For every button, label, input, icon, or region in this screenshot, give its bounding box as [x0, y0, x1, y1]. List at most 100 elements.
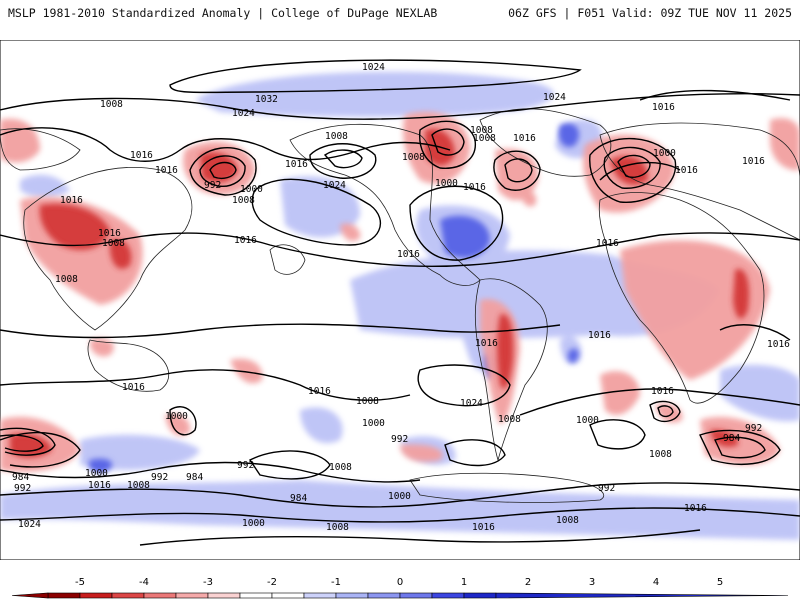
colorbar-swatch [79, 592, 113, 599]
colorbar-swatch [431, 592, 465, 599]
isobar-label: 1016 [588, 330, 611, 341]
isobar-label: 1008 [127, 480, 150, 491]
isobar-label: 1000 [435, 178, 458, 189]
isobar-label: 1016 [651, 386, 674, 397]
isobar-label: 1024 [362, 62, 385, 73]
isobar-label: 1024 [460, 398, 483, 409]
isobar-label: 1016 [122, 382, 145, 393]
colorbar-tick-label: 5 [717, 577, 723, 588]
isobar-label: 992 [745, 423, 762, 434]
isobar-label: 1008 [325, 131, 348, 142]
isobar-label: 984 [186, 472, 203, 483]
colorbar-tick-label: -3 [203, 577, 213, 588]
isobar-label: 1016 [675, 165, 698, 176]
colorbar-tick-label: -5 [75, 577, 85, 588]
colorbar-swatch [399, 592, 433, 599]
colorbar-swatch [239, 592, 273, 599]
colorbar-tick-label: -2 [267, 577, 277, 588]
isobar-label: 1008 [100, 99, 123, 110]
isobar-label: 1016 [308, 386, 331, 397]
isobar-label: 1016 [397, 249, 420, 260]
isobar-label: 1016 [684, 503, 707, 514]
isobar-label: 1008 [498, 414, 521, 425]
isobar-label: 1008 [326, 522, 349, 533]
isobar-label: 984 [723, 433, 740, 444]
isobar-label: 1024 [232, 108, 255, 119]
isobar-label: 1000 [388, 491, 411, 502]
isobar-label: 1016 [60, 195, 83, 206]
colorbar-tick-label: -1 [331, 577, 341, 588]
colorbar-tick-label: 0 [397, 577, 403, 588]
isobar-label: 1016 [155, 165, 178, 176]
isobar-label: 1008 [102, 238, 125, 249]
colorbar-ticks: -5 -4 -3 -2 -1 0 1 2 3 4 5 [75, 577, 723, 588]
colorbar-swatch [143, 592, 177, 599]
colorbar-tick-label: 3 [589, 577, 595, 588]
colorbar-swatch [303, 592, 337, 599]
colorbar-tick-label: 2 [525, 577, 531, 588]
isobar-label: 1016 [285, 159, 308, 170]
isobar-label: 1008 [356, 396, 379, 407]
isobar-label: 992 [598, 483, 615, 494]
isobar-label: 1016 [475, 338, 498, 349]
isobar-label: 1000 [85, 468, 108, 479]
isobar-label: 1016 [472, 522, 495, 533]
colorbar-swatch [335, 592, 369, 599]
isobar-label: 1016 [88, 480, 111, 491]
colorbar-low-arrow [11, 592, 49, 599]
map-title: MSLP 1981-2010 Standardized Anomaly | Co… [8, 6, 438, 20]
isobar-label: 992 [204, 180, 221, 191]
isobar-label: 1016 [767, 339, 790, 350]
colorbar-swatch [111, 592, 145, 599]
isobar-label: 992 [151, 472, 168, 483]
isobar-label: 1024 [323, 180, 346, 191]
isobar-label: 984 [12, 472, 29, 483]
colorbar: -5 -4 -3 -2 -1 0 1 2 3 4 5 [11, 577, 789, 599]
isobar-label: 1000 [576, 415, 599, 426]
isobar-label: 1016 [98, 228, 121, 239]
isobar-label: 1008 [470, 125, 493, 136]
isobar-label: 1008 [473, 133, 496, 144]
isobar-label: 1000 [240, 184, 263, 195]
isobar-label: 992 [14, 483, 31, 494]
colorbar-swatch [175, 592, 209, 599]
isobar-label: 1016 [742, 156, 765, 167]
isobar-label: 1008 [232, 195, 255, 206]
isobar-label: 1032 [255, 94, 278, 105]
colorbar-swatch [271, 592, 305, 599]
isobar-labels: 1024 1008 1032 1024 1024 1016 1016 1016 … [12, 62, 790, 533]
isobar-label: 1008 [556, 515, 579, 526]
anomaly-map: 1024 1008 1032 1024 1024 1016 1016 1016 … [0, 40, 800, 560]
isobar-label: 1008 [649, 449, 672, 460]
isobar-label: 1016 [596, 238, 619, 249]
isobar-label: 1008 [329, 462, 352, 473]
isobar-label: 1016 [234, 235, 257, 246]
isobar-label: 1000 [653, 148, 676, 159]
model-run-info: 06Z GFS | F051 Valid: 09Z TUE NOV 11 202… [508, 6, 792, 20]
isobar-label: 1016 [652, 102, 675, 113]
coastlines [0, 108, 800, 503]
colorbar-swatch [47, 592, 81, 599]
isobar-label: 992 [237, 460, 254, 471]
isobar-label: 1024 [543, 92, 566, 103]
colorbar-tick-label: 4 [653, 577, 659, 588]
isobar-label: 1000 [242, 518, 265, 529]
colorbar-swatch [463, 592, 497, 599]
colorbar-swatch [207, 592, 241, 599]
colorbar-swatches [11, 592, 789, 599]
isobar-label: 1024 [18, 519, 41, 530]
isobar-label: 1000 [165, 411, 188, 422]
colorbar-tick-label: 1 [461, 577, 467, 588]
isobar-label: 984 [290, 493, 307, 504]
colorbar-tick-label: -4 [139, 577, 149, 588]
isobar-label: 1008 [402, 152, 425, 163]
isobar-label: 1016 [513, 133, 536, 144]
colorbar-high-arrow [495, 592, 789, 599]
isobar-label: 992 [391, 434, 408, 445]
isobar-label: 1016 [130, 150, 153, 161]
colorbar-swatch [367, 592, 401, 599]
isobar-label: 1016 [463, 182, 486, 193]
isobar-label: 1008 [55, 274, 78, 285]
isobars [0, 59, 800, 546]
isobar-label: 1000 [362, 418, 385, 429]
